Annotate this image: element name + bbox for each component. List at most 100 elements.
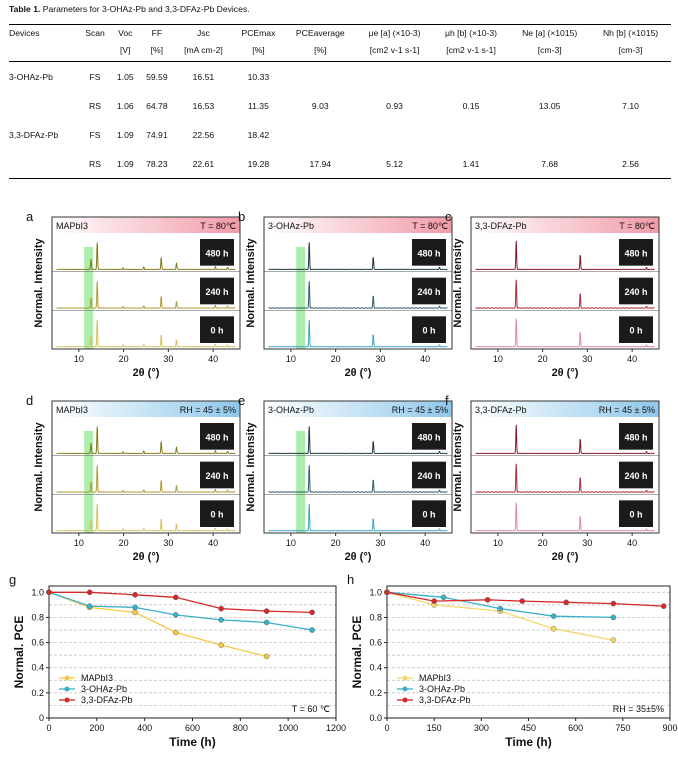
th-unit-pcemax: [%] <box>232 42 285 62</box>
legend-label: 3-OHAz-Pb <box>81 684 127 694</box>
y-tick-label: 0.4 <box>369 663 382 673</box>
x-tick-label: 30 <box>163 538 173 548</box>
time-badge <box>200 500 234 527</box>
panel-letter: e <box>238 393 245 408</box>
th-pceavg: PCEaverage <box>284 24 357 42</box>
xrd-trace <box>475 463 655 493</box>
table-row: RS 1.06 64.78 16.53 11.35 9.03 0.93 0.15 13.05 7.… <box>9 91 671 120</box>
xrd-trace <box>268 281 448 309</box>
xrd-trace <box>56 465 236 493</box>
cell: 11.35 <box>247 100 269 111</box>
x-tick-label: 10 <box>286 354 296 364</box>
table-row: RS 1.09 78.23 22.61 19.28 17.94 5.12 1.41 7.68 2.… <box>9 149 671 179</box>
time-badge <box>412 423 446 450</box>
data-point <box>309 627 315 633</box>
data-point <box>86 603 93 609</box>
legend-label: 3,3-DFAz-Pb <box>419 695 471 705</box>
x-tick-label: 600 <box>185 723 200 733</box>
stability-chart-h: 0 150 300 450 600 750 900 0.0 0.2 0.4 0.6 0.8 1.0 Tim… <box>347 572 678 749</box>
xrd-trace <box>475 318 655 348</box>
sample-label: 3-OHAz-Pb <box>268 221 314 231</box>
cell: RS <box>78 149 112 179</box>
time-badge <box>619 500 653 527</box>
x-tick-label: 450 <box>521 723 536 733</box>
cell: 74.91 <box>146 129 168 140</box>
cell: 0.15 <box>462 100 480 111</box>
table-row: 3-OHAz-Pb FS 1.05 59.59 16.51 10.33 <box>9 62 671 92</box>
xrd-trace <box>475 502 655 532</box>
x-axis-label: 2θ (°) <box>552 367 579 379</box>
condition-annotation: RH = 35±5% <box>613 704 664 714</box>
y-axis-label: Normal. PCE <box>12 616 26 689</box>
x-tick-label: 10 <box>74 354 84 364</box>
th-ff: FF <box>139 24 175 42</box>
cell: 3,3-DFAz-Pb <box>9 129 59 140</box>
table-caption-label: Table 1. <box>9 4 41 14</box>
xrd-trace <box>475 279 655 309</box>
y-axis-label: Normal. Intensity <box>452 422 464 512</box>
y-axis-label: Normal. Intensity <box>245 422 257 512</box>
x-axis-label: 2θ (°) <box>552 551 579 563</box>
th-jsc: Jsc <box>174 24 233 42</box>
xrd-panel-c: 3,3-DFAz-Pb T = 80℃ 480 h 240 h 0 h 10 20 30 40 2… <box>445 209 660 379</box>
y-axis-label: Normal. PCE <box>350 616 364 689</box>
th-mue: μe [a] (×10-3) <box>356 24 433 42</box>
time-label: 480 h <box>624 248 647 258</box>
sample-label: MAPbI3 <box>56 405 88 415</box>
th-voc: Voc <box>111 24 140 42</box>
legend-label: 3,3-DFAz-Pb <box>81 695 133 705</box>
time-badge <box>200 277 234 305</box>
x-tick-label: 600 <box>568 723 583 733</box>
panel-letter: h <box>347 572 354 587</box>
data-point <box>263 619 270 626</box>
time-badge <box>619 277 653 305</box>
xrd-panel-b: 3-OHAz-Pb T = 80℃ 480 h 240 h 0 h 10 20 30 40 2θ … <box>238 209 453 379</box>
condition-label: T = 80℃ <box>412 221 448 231</box>
cell: 78.23 <box>139 149 175 179</box>
xrd-panel-e: 3-OHAz-Pb RH = 45 ± 5% 480 h 240 h 0 h 10 20 30… <box>238 393 453 563</box>
cell: FS <box>89 71 101 82</box>
th-unit-1 <box>78 42 112 62</box>
cell <box>9 149 79 179</box>
legend-marker <box>402 686 408 692</box>
x-tick-label: 20 <box>119 538 129 548</box>
highlight-band <box>84 431 94 533</box>
cell: 1.09 <box>116 129 134 140</box>
time-label: 0 h <box>210 510 223 520</box>
panel-letter: c <box>445 209 452 224</box>
condition-strip <box>471 401 659 417</box>
th-pcemax: PCEmax <box>232 24 285 42</box>
y-tick-label: 1.0 <box>369 587 382 597</box>
highlight-band <box>84 247 94 349</box>
x-tick-label: 10 <box>74 538 84 548</box>
time-badge <box>200 239 234 266</box>
condition-strip <box>471 217 659 233</box>
time-label: 480 h <box>417 248 440 258</box>
panel-letter: f <box>445 393 449 408</box>
data-point <box>263 653 270 660</box>
xrd-trace <box>268 319 448 348</box>
x-tick-label: 20 <box>538 538 548 548</box>
th-unit-voc: [V] <box>111 42 140 62</box>
data-point <box>563 599 570 606</box>
parameters-table: Devices Scan Voc FF Jsc PCEmax PCEaverag… <box>9 24 671 179</box>
condition-strip <box>264 217 452 233</box>
cell: 18.42 <box>247 129 270 140</box>
data-point <box>497 605 504 612</box>
xrd-trace <box>56 319 236 348</box>
condition-label: RH = 45 ± 5% <box>180 405 236 415</box>
x-tick-label: 30 <box>163 354 173 364</box>
data-point <box>172 594 179 601</box>
condition-annotation: T = 60 ℃ <box>292 704 330 714</box>
table-caption-text: Parameters for 3-OHAz-Pb and 3,3-DFAz-Pb… <box>40 4 250 14</box>
xrd-panel-f: 3,3-DFAz-Pb RH = 45 ± 5% 480 h 240 h 0 h 10 20… <box>445 393 660 563</box>
cell: 7.10 <box>622 100 639 111</box>
x-axis-label: 2θ (°) <box>133 551 160 563</box>
cell: 10.33 <box>247 71 270 82</box>
x-tick-label: 40 <box>420 354 430 364</box>
data-point <box>86 589 93 596</box>
cell: 7.68 <box>509 149 591 179</box>
cell: 1.05 <box>116 71 134 82</box>
sample-label: MAPbI3 <box>56 221 88 231</box>
cell: 17.94 <box>284 149 357 179</box>
